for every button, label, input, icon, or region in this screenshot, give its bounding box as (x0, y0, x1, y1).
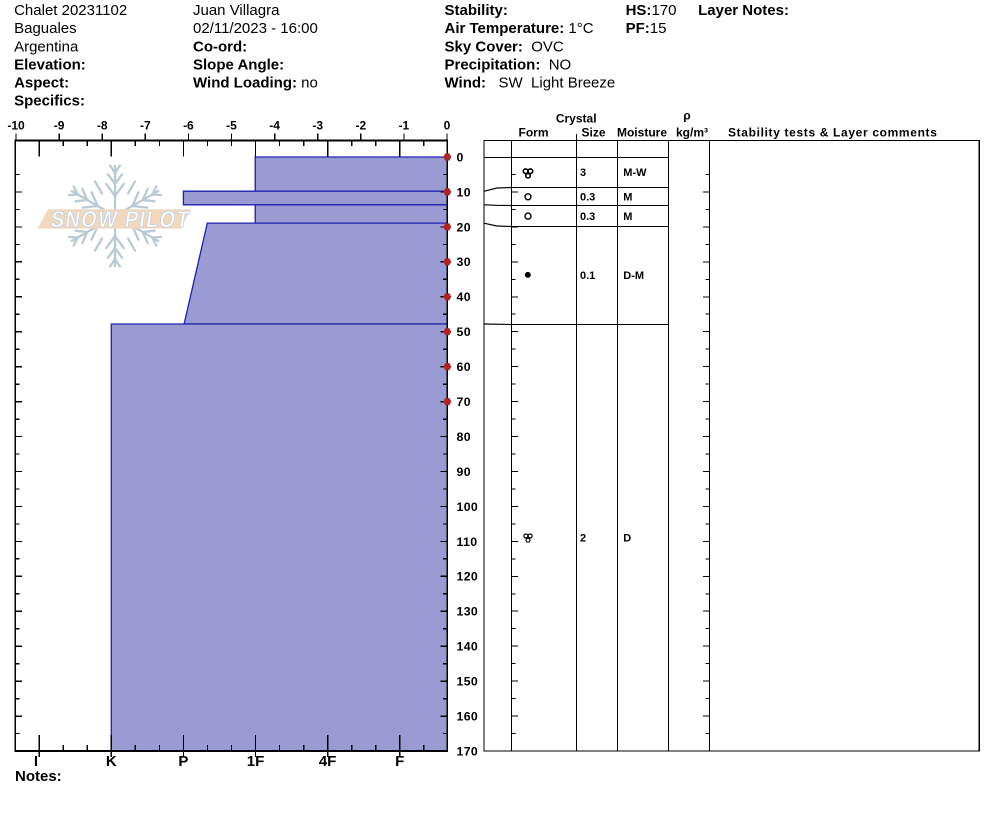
svg-text:Moisture: Moisture (617, 126, 667, 140)
svg-text:0.3: 0.3 (580, 211, 595, 223)
svg-text:Slope Angle:: Slope Angle: (193, 56, 284, 73)
svg-text:Air Temperature: 1°C: Air Temperature: 1°C (445, 20, 594, 37)
svg-text:-10: -10 (7, 119, 25, 133)
svg-text:SNOW PILOT: SNOW PILOT (49, 206, 192, 233)
svg-text:140: 140 (457, 640, 479, 654)
svg-text:80: 80 (457, 430, 471, 444)
svg-text:-7: -7 (140, 119, 151, 133)
svg-text:Size: Size (581, 126, 605, 140)
svg-text:90: 90 (457, 465, 471, 479)
svg-text:Baguales: Baguales (14, 20, 77, 37)
svg-text:Elevation:: Elevation: (14, 56, 86, 73)
svg-text:Specifics:: Specifics: (14, 93, 85, 110)
svg-text:PF:15: PF:15 (626, 20, 667, 37)
svg-text:50: 50 (457, 325, 471, 339)
svg-text:Wind Loading: no: Wind Loading: no (193, 75, 318, 92)
svg-text:Crystal: Crystal (556, 111, 597, 125)
svg-text:Wind: SW Light Breeze: Wind: SW Light Breeze (445, 75, 616, 92)
svg-text:4F: 4F (319, 753, 337, 770)
svg-text:M: M (623, 192, 632, 204)
svg-text:-4: -4 (269, 119, 280, 133)
svg-text:0: 0 (444, 119, 451, 133)
svg-text:Form: Form (519, 126, 549, 140)
svg-text:170: 170 (457, 744, 479, 758)
svg-text:40: 40 (457, 290, 471, 304)
svg-text:-6: -6 (183, 119, 194, 133)
svg-text:2: 2 (580, 533, 586, 545)
svg-text:HS:170: HS:170 (626, 2, 677, 19)
svg-text:60: 60 (457, 360, 471, 374)
svg-text:Sky Cover: OVC: Sky Cover: OVC (445, 38, 564, 55)
svg-text:D-M: D-M (623, 270, 644, 282)
svg-text:0: 0 (457, 150, 464, 164)
svg-text:D: D (623, 533, 631, 545)
svg-text:I: I (34, 753, 38, 770)
svg-text:02/11/2023 - 16:00: 02/11/2023 - 16:00 (193, 20, 318, 37)
svg-text:Co-ord:: Co-ord: (193, 38, 247, 55)
svg-text:10: 10 (457, 185, 471, 199)
svg-text:Aspect:: Aspect: (14, 75, 69, 92)
svg-text:Precipitation: NO: Precipitation: NO (445, 56, 572, 73)
svg-text:K: K (106, 753, 117, 770)
svg-text:30: 30 (457, 255, 471, 269)
svg-text:M-W: M-W (623, 167, 647, 179)
svg-text:Juan Villagra: Juan Villagra (193, 2, 280, 19)
svg-text:-1: -1 (399, 119, 410, 133)
svg-text:1F: 1F (247, 753, 265, 770)
svg-text:120: 120 (457, 570, 479, 584)
svg-text:-3: -3 (312, 119, 323, 133)
svg-text:Stability:: Stability: (445, 2, 508, 19)
svg-text:160: 160 (457, 710, 479, 724)
svg-text:Notes:: Notes: (15, 768, 62, 785)
svg-text:M: M (623, 211, 632, 223)
svg-text:0.3: 0.3 (580, 192, 595, 204)
svg-text:F: F (395, 753, 404, 770)
svg-text:P: P (178, 753, 188, 770)
svg-text:kg/m³: kg/m³ (676, 126, 708, 140)
svg-text:Layer Notes:: Layer Notes: (698, 2, 789, 19)
svg-text:Chalet 20231102: Chalet 20231102 (14, 2, 127, 19)
svg-text:-2: -2 (355, 119, 366, 133)
svg-text:-9: -9 (54, 119, 65, 133)
svg-text:20: 20 (457, 220, 471, 234)
svg-text:0.1: 0.1 (580, 270, 595, 282)
svg-text:150: 150 (457, 675, 479, 689)
svg-text:130: 130 (457, 605, 479, 619)
svg-text:-8: -8 (97, 119, 108, 133)
svg-text:100: 100 (457, 500, 479, 514)
svg-text:110: 110 (457, 535, 478, 549)
svg-text:ρ: ρ (683, 109, 690, 123)
svg-text:Argentina: Argentina (14, 38, 79, 55)
svg-text:Stability tests & Layer commen: Stability tests & Layer comments (728, 126, 938, 140)
svg-text:-5: -5 (226, 119, 237, 133)
svg-text:70: 70 (457, 395, 471, 409)
svg-text:3: 3 (580, 167, 586, 179)
